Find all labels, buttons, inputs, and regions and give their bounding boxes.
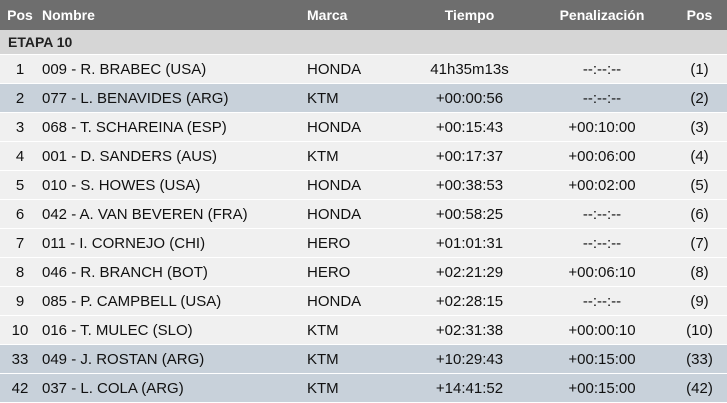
cell: +00:02:00 [532, 170, 672, 200]
cell: --:--:-- [532, 286, 672, 316]
result-row: 1 009 - R. BRABEC (USA) HONDA 41h35m13s --:-… [0, 54, 727, 84]
cell: +02:21:29 [407, 257, 532, 287]
section-row: ETAPA 10 [0, 30, 727, 55]
cell: +00:15:43 [407, 112, 532, 142]
cell: 042 - A. VAN BEVEREN (FRA) [40, 199, 305, 229]
cell: 3 [0, 112, 40, 142]
cell: (7) [672, 228, 727, 258]
result-row: 5 010 - S. HOWES (USA) HONDA +00:38:53 +00:0… [0, 170, 727, 200]
cell: +01:01:31 [407, 228, 532, 258]
cell: --:--:-- [532, 199, 672, 229]
cell: 010 - S. HOWES (USA) [40, 170, 305, 200]
cell: 6 [0, 199, 40, 229]
result-row: 33 049 - J. ROSTAN (ARG) KTM +10:29:43 +00:1… [0, 344, 727, 374]
cell: +00:38:53 [407, 170, 532, 200]
cell: 085 - P. CAMPBELL (USA) [40, 286, 305, 316]
cell: 037 - L. COLA (ARG) [40, 373, 305, 403]
cell: +00:58:25 [407, 199, 532, 229]
cell: 068 - T. SCHAREINA (ESP) [40, 112, 305, 142]
cell: KTM [305, 83, 407, 113]
column-header: Tiempo [407, 0, 532, 30]
cell: KTM [305, 315, 407, 345]
cell: 41h35m13s [407, 54, 532, 84]
column-header: Pos [672, 0, 727, 30]
cell: 2 [0, 83, 40, 113]
cell: +00:17:37 [407, 141, 532, 171]
cell: HONDA [305, 170, 407, 200]
cell: 33 [0, 344, 40, 374]
cell: (10) [672, 315, 727, 345]
cell: (2) [672, 83, 727, 113]
cell: 046 - R. BRANCH (BOT) [40, 257, 305, 287]
cell: +00:06:10 [532, 257, 672, 287]
cell: +00:15:00 [532, 344, 672, 374]
cell: +02:31:38 [407, 315, 532, 345]
column-header: Nombre [40, 0, 305, 30]
cell: +02:28:15 [407, 286, 532, 316]
cell: 077 - L. BENAVIDES (ARG) [40, 83, 305, 113]
cell: (8) [672, 257, 727, 287]
column-header: Pos [0, 0, 40, 30]
column-header: Penalización [532, 0, 672, 30]
table-head: Pos Nombre Marca Tiempo Penalización Pos [0, 0, 727, 30]
cell: 42 [0, 373, 40, 403]
cell: 4 [0, 141, 40, 171]
cell: 1 [0, 54, 40, 84]
result-row: 8 046 - R. BRANCH (BOT) HERO +02:21:29 +00:0… [0, 257, 727, 287]
column-header: Marca [305, 0, 407, 30]
result-row: 42 037 - L. COLA (ARG) KTM +14:41:52 +00:15:… [0, 373, 727, 403]
cell: +00:15:00 [532, 373, 672, 403]
cell: (42) [672, 373, 727, 403]
result-row: 6 042 - A. VAN BEVEREN (FRA) HONDA +00:58:2… [0, 199, 727, 229]
cell: HONDA [305, 199, 407, 229]
cell: (3) [672, 112, 727, 142]
cell: (6) [672, 199, 727, 229]
table-body: ETAPA 10 1 009 - R. BRABEC (USA) HONDA 41h3… [0, 30, 727, 403]
cell: +14:41:52 [407, 373, 532, 403]
cell: 009 - R. BRABEC (USA) [40, 54, 305, 84]
cell: 8 [0, 257, 40, 287]
result-row: 2 077 - L. BENAVIDES (ARG) KTM +00:00:56 --:… [0, 83, 727, 113]
result-row: 7 011 - I. CORNEJO (CHI) HERO +01:01:31 --:-… [0, 228, 727, 258]
cell: (33) [672, 344, 727, 374]
cell: +00:00:10 [532, 315, 672, 345]
cell: +10:29:43 [407, 344, 532, 374]
cell: 011 - I. CORNEJO (CHI) [40, 228, 305, 258]
cell: +00:00:56 [407, 83, 532, 113]
cell: HONDA [305, 54, 407, 84]
header-row: Pos Nombre Marca Tiempo Penalización Pos [0, 0, 727, 30]
cell: --:--:-- [532, 228, 672, 258]
cell: HERO [305, 257, 407, 287]
cell: 5 [0, 170, 40, 200]
result-row: 9 085 - P. CAMPBELL (USA) HONDA +02:28:15 --… [0, 286, 727, 316]
cell: +00:10:00 [532, 112, 672, 142]
result-row: 3 068 - T. SCHAREINA (ESP) HONDA +00:15:43 +… [0, 112, 727, 142]
cell: HONDA [305, 286, 407, 316]
cell: (9) [672, 286, 727, 316]
cell: HERO [305, 228, 407, 258]
cell: KTM [305, 141, 407, 171]
result-row: 4 001 - D. SANDERS (AUS) KTM +00:17:37 +00:0… [0, 141, 727, 171]
cell: --:--:-- [532, 83, 672, 113]
cell: 049 - J. ROSTAN (ARG) [40, 344, 305, 374]
cell: (1) [672, 54, 727, 84]
cell: KTM [305, 344, 407, 374]
cell: KTM [305, 373, 407, 403]
section-label: ETAPA 10 [0, 30, 727, 55]
cell: --:--:-- [532, 54, 672, 84]
cell: 7 [0, 228, 40, 258]
cell: 10 [0, 315, 40, 345]
cell: +00:06:00 [532, 141, 672, 171]
cell: 9 [0, 286, 40, 316]
result-row: 10 016 - T. MULEC (SLO) KTM +02:31:38 +00:00… [0, 315, 727, 345]
cell: (5) [672, 170, 727, 200]
cell: (4) [672, 141, 727, 171]
cell: 001 - D. SANDERS (AUS) [40, 141, 305, 171]
cell: 016 - T. MULEC (SLO) [40, 315, 305, 345]
cell: HONDA [305, 112, 407, 142]
